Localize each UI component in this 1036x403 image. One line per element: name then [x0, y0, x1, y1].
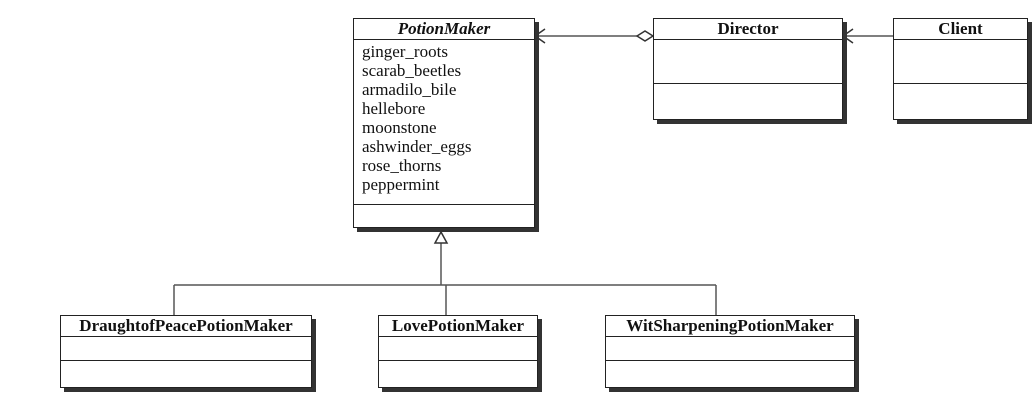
attribute: ginger_roots: [362, 42, 448, 61]
class-name: Director: [654, 19, 842, 40]
class-name: PotionMaker: [354, 19, 534, 40]
class-director[interactable]: Director: [653, 18, 843, 120]
attributes-section: ginger_roots scarab_beetles armadilo_bil…: [354, 40, 534, 205]
attribute: hellebore: [362, 99, 426, 118]
class-name: LovePotionMaker: [379, 316, 537, 337]
operations-section: [61, 361, 311, 385]
class-love-potion-maker[interactable]: LovePotionMaker: [378, 315, 538, 388]
operations-section: [894, 84, 1027, 120]
operations-section: [354, 205, 534, 227]
class-name: WitSharpeningPotionMaker: [606, 316, 854, 337]
attribute: peppermint: [362, 175, 440, 194]
class-client[interactable]: Client: [893, 18, 1028, 120]
attribute: rose_thorns: [362, 156, 442, 175]
attribute: ashwinder_eggs: [362, 137, 472, 156]
association-arrowhead: [841, 28, 854, 44]
attribute: armadilo_bile: [362, 80, 457, 99]
class-potion-maker[interactable]: PotionMaker ginger_roots scarab_beetles …: [353, 18, 535, 228]
attributes-section: [379, 337, 537, 361]
aggregation-diamond: [635, 30, 655, 42]
attributes-section: [61, 337, 311, 361]
operations-section: [606, 361, 854, 385]
attribute: moonstone: [362, 118, 437, 137]
attributes-section: [606, 337, 854, 361]
class-draught-of-peace-potion-maker[interactable]: DraughtofPeacePotionMaker: [60, 315, 312, 388]
generalization-triangle: [433, 230, 449, 244]
attributes-section: [894, 40, 1027, 84]
class-wit-sharpening-potion-maker[interactable]: WitSharpeningPotionMaker: [605, 315, 855, 388]
attribute: scarab_beetles: [362, 61, 462, 80]
attributes-section: [654, 40, 842, 84]
operations-section: [379, 361, 537, 385]
class-name: Client: [894, 19, 1027, 40]
operations-section: [654, 84, 842, 120]
aggregation-arrowhead: [533, 28, 546, 44]
class-name: DraughtofPeacePotionMaker: [61, 316, 311, 337]
